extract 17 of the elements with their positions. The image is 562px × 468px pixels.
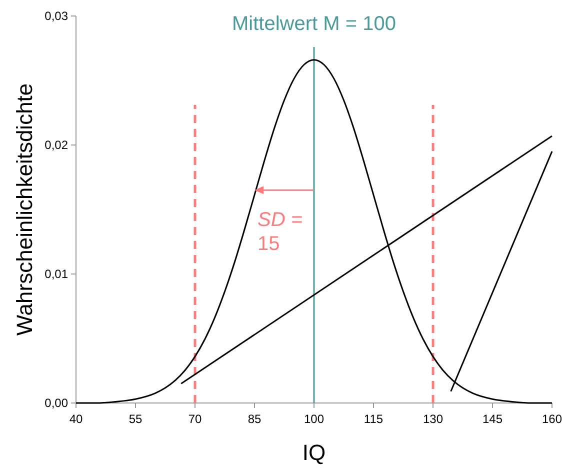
x-tick-label: 100 [304, 412, 324, 426]
y-axis-title: Wahrscheinlichkeitsdichte [12, 83, 37, 336]
x-tick-label: 160 [542, 412, 562, 426]
x-tick-label: 145 [482, 412, 503, 426]
y-tick-label: 0,02 [44, 138, 68, 152]
y-tick-label: 0,03 [44, 9, 68, 23]
x-tick-label: 130 [422, 412, 444, 426]
x-tick-label: 40 [69, 412, 83, 426]
ref-line-label: Mittelwert M = 100 [232, 13, 396, 35]
x-tick-label: 85 [248, 412, 262, 426]
x-tick-label: 55 [128, 412, 142, 426]
x-axis-title: IQ [302, 440, 326, 465]
y-tick-label: 0,01 [44, 267, 68, 281]
x-tick-label: 70 [188, 412, 202, 426]
y-tick-label: 0,00 [44, 396, 68, 410]
x-tick-label: 115 [364, 412, 384, 426]
annotation: SD = 15 [258, 209, 303, 256]
